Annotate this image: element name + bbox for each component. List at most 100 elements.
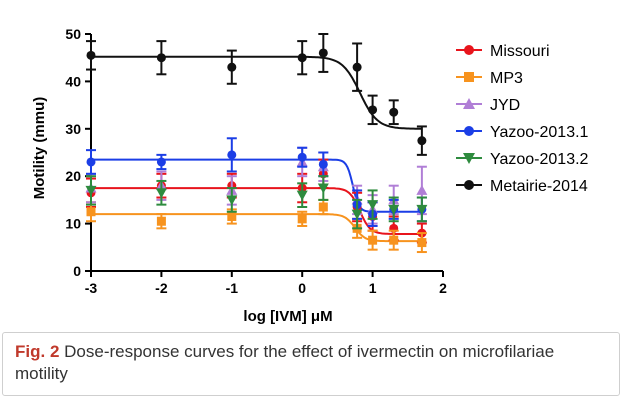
data-point <box>318 48 328 58</box>
data-point <box>296 190 308 201</box>
x-tick-label: -1 <box>226 280 239 296</box>
data-point <box>368 105 378 115</box>
data-point <box>85 185 97 196</box>
caption-box: Fig. 2 Dose-response curves for the effe… <box>2 332 620 396</box>
y-tick-label: 50 <box>65 26 81 42</box>
data-point <box>156 157 166 167</box>
data-points <box>85 33 428 254</box>
data-point <box>389 235 399 245</box>
data-point <box>227 211 237 221</box>
data-point <box>463 98 475 109</box>
data-point-group <box>226 137 237 173</box>
data-point-group <box>86 40 96 71</box>
data-point-group <box>352 42 363 92</box>
data-point-group <box>416 196 428 223</box>
data-point <box>351 209 363 220</box>
fit-curve <box>91 55 422 130</box>
x-tick-label: -2 <box>155 280 168 296</box>
x-tick-label: 1 <box>369 280 377 296</box>
data-point <box>156 216 166 226</box>
y-tick-label: 40 <box>65 73 81 89</box>
legend: Missouri MP3 JYD Yazoo-2013.1 Yazoo-2013.2 Me… <box>456 43 589 195</box>
data-point-group <box>416 125 427 156</box>
data-point <box>464 180 474 190</box>
fit-curve <box>91 158 422 213</box>
data-point <box>417 238 427 248</box>
data-point <box>86 207 96 217</box>
data-point-group <box>85 175 97 206</box>
x-axis-label: log [IVM] μM <box>243 308 332 325</box>
y-tick-label: 10 <box>65 216 81 232</box>
data-point-group <box>156 213 167 230</box>
data-point-group <box>226 187 238 213</box>
data-point-group <box>367 189 379 220</box>
data-point <box>388 204 400 215</box>
data-point <box>86 157 96 167</box>
data-point-group <box>156 153 167 171</box>
data-point-group <box>86 149 96 175</box>
data-point-group <box>317 175 329 201</box>
caption-label: Fig. 2 <box>15 342 60 361</box>
y-axis-label: Motility (mmu) <box>31 97 48 200</box>
data-point <box>464 45 474 55</box>
data-point <box>156 53 166 63</box>
x-tick-label: 2 <box>439 280 447 296</box>
y-tick-label: 20 <box>65 168 81 184</box>
data-point-group <box>156 40 167 76</box>
data-point <box>368 235 378 245</box>
data-point-group <box>296 182 308 209</box>
legend-label: Metairie-2014 <box>490 178 588 195</box>
data-point <box>297 214 307 224</box>
fit-curves <box>91 55 422 243</box>
data-point <box>463 153 475 164</box>
data-point-group <box>297 40 308 76</box>
data-point-group <box>155 179 167 206</box>
data-point-group <box>388 229 399 251</box>
data-point <box>417 136 427 146</box>
legend-label: Missouri <box>490 43 550 60</box>
data-point <box>297 152 307 162</box>
data-point <box>227 62 237 72</box>
data-point <box>318 202 328 212</box>
data-point <box>317 183 329 194</box>
data-point <box>352 62 362 72</box>
legend-label: Yazoo-2013.1 <box>490 124 589 141</box>
data-point <box>227 150 237 160</box>
legend-label: MP3 <box>490 70 523 87</box>
data-point-group <box>367 229 378 251</box>
data-point-group <box>416 232 427 254</box>
y-tick-label: 0 <box>73 263 81 279</box>
data-point-group <box>388 99 399 126</box>
data-point <box>367 200 379 211</box>
x-tick-label: -3 <box>85 280 98 296</box>
fit-curve <box>91 213 422 243</box>
caption-body: Dose-response curves for the effect of i… <box>15 342 555 383</box>
data-point-group <box>367 94 378 126</box>
data-point <box>464 72 474 82</box>
data-point-group <box>318 198 329 216</box>
data-point <box>416 184 428 195</box>
data-point-group <box>297 146 308 168</box>
data-point-group <box>318 33 329 73</box>
data-point <box>389 107 399 117</box>
data-point <box>86 50 96 60</box>
legend-label: Yazoo-2013.2 <box>490 151 589 168</box>
data-point <box>464 126 474 136</box>
data-point <box>297 53 307 63</box>
data-point-group <box>388 196 400 223</box>
data-point-group <box>226 49 237 85</box>
fit-curve <box>91 187 422 235</box>
data-point <box>226 195 238 206</box>
y-tick-label: 30 <box>65 121 81 137</box>
x-tick-label: 0 <box>298 280 306 296</box>
data-point-group <box>297 210 308 227</box>
legend-label: JYD <box>490 97 520 114</box>
figure-caption: Fig. 2 Dose-response curves for the effe… <box>15 341 611 385</box>
data-point <box>416 204 428 215</box>
data-point <box>318 159 328 169</box>
data-point <box>155 188 167 199</box>
data-point-group <box>351 198 363 230</box>
